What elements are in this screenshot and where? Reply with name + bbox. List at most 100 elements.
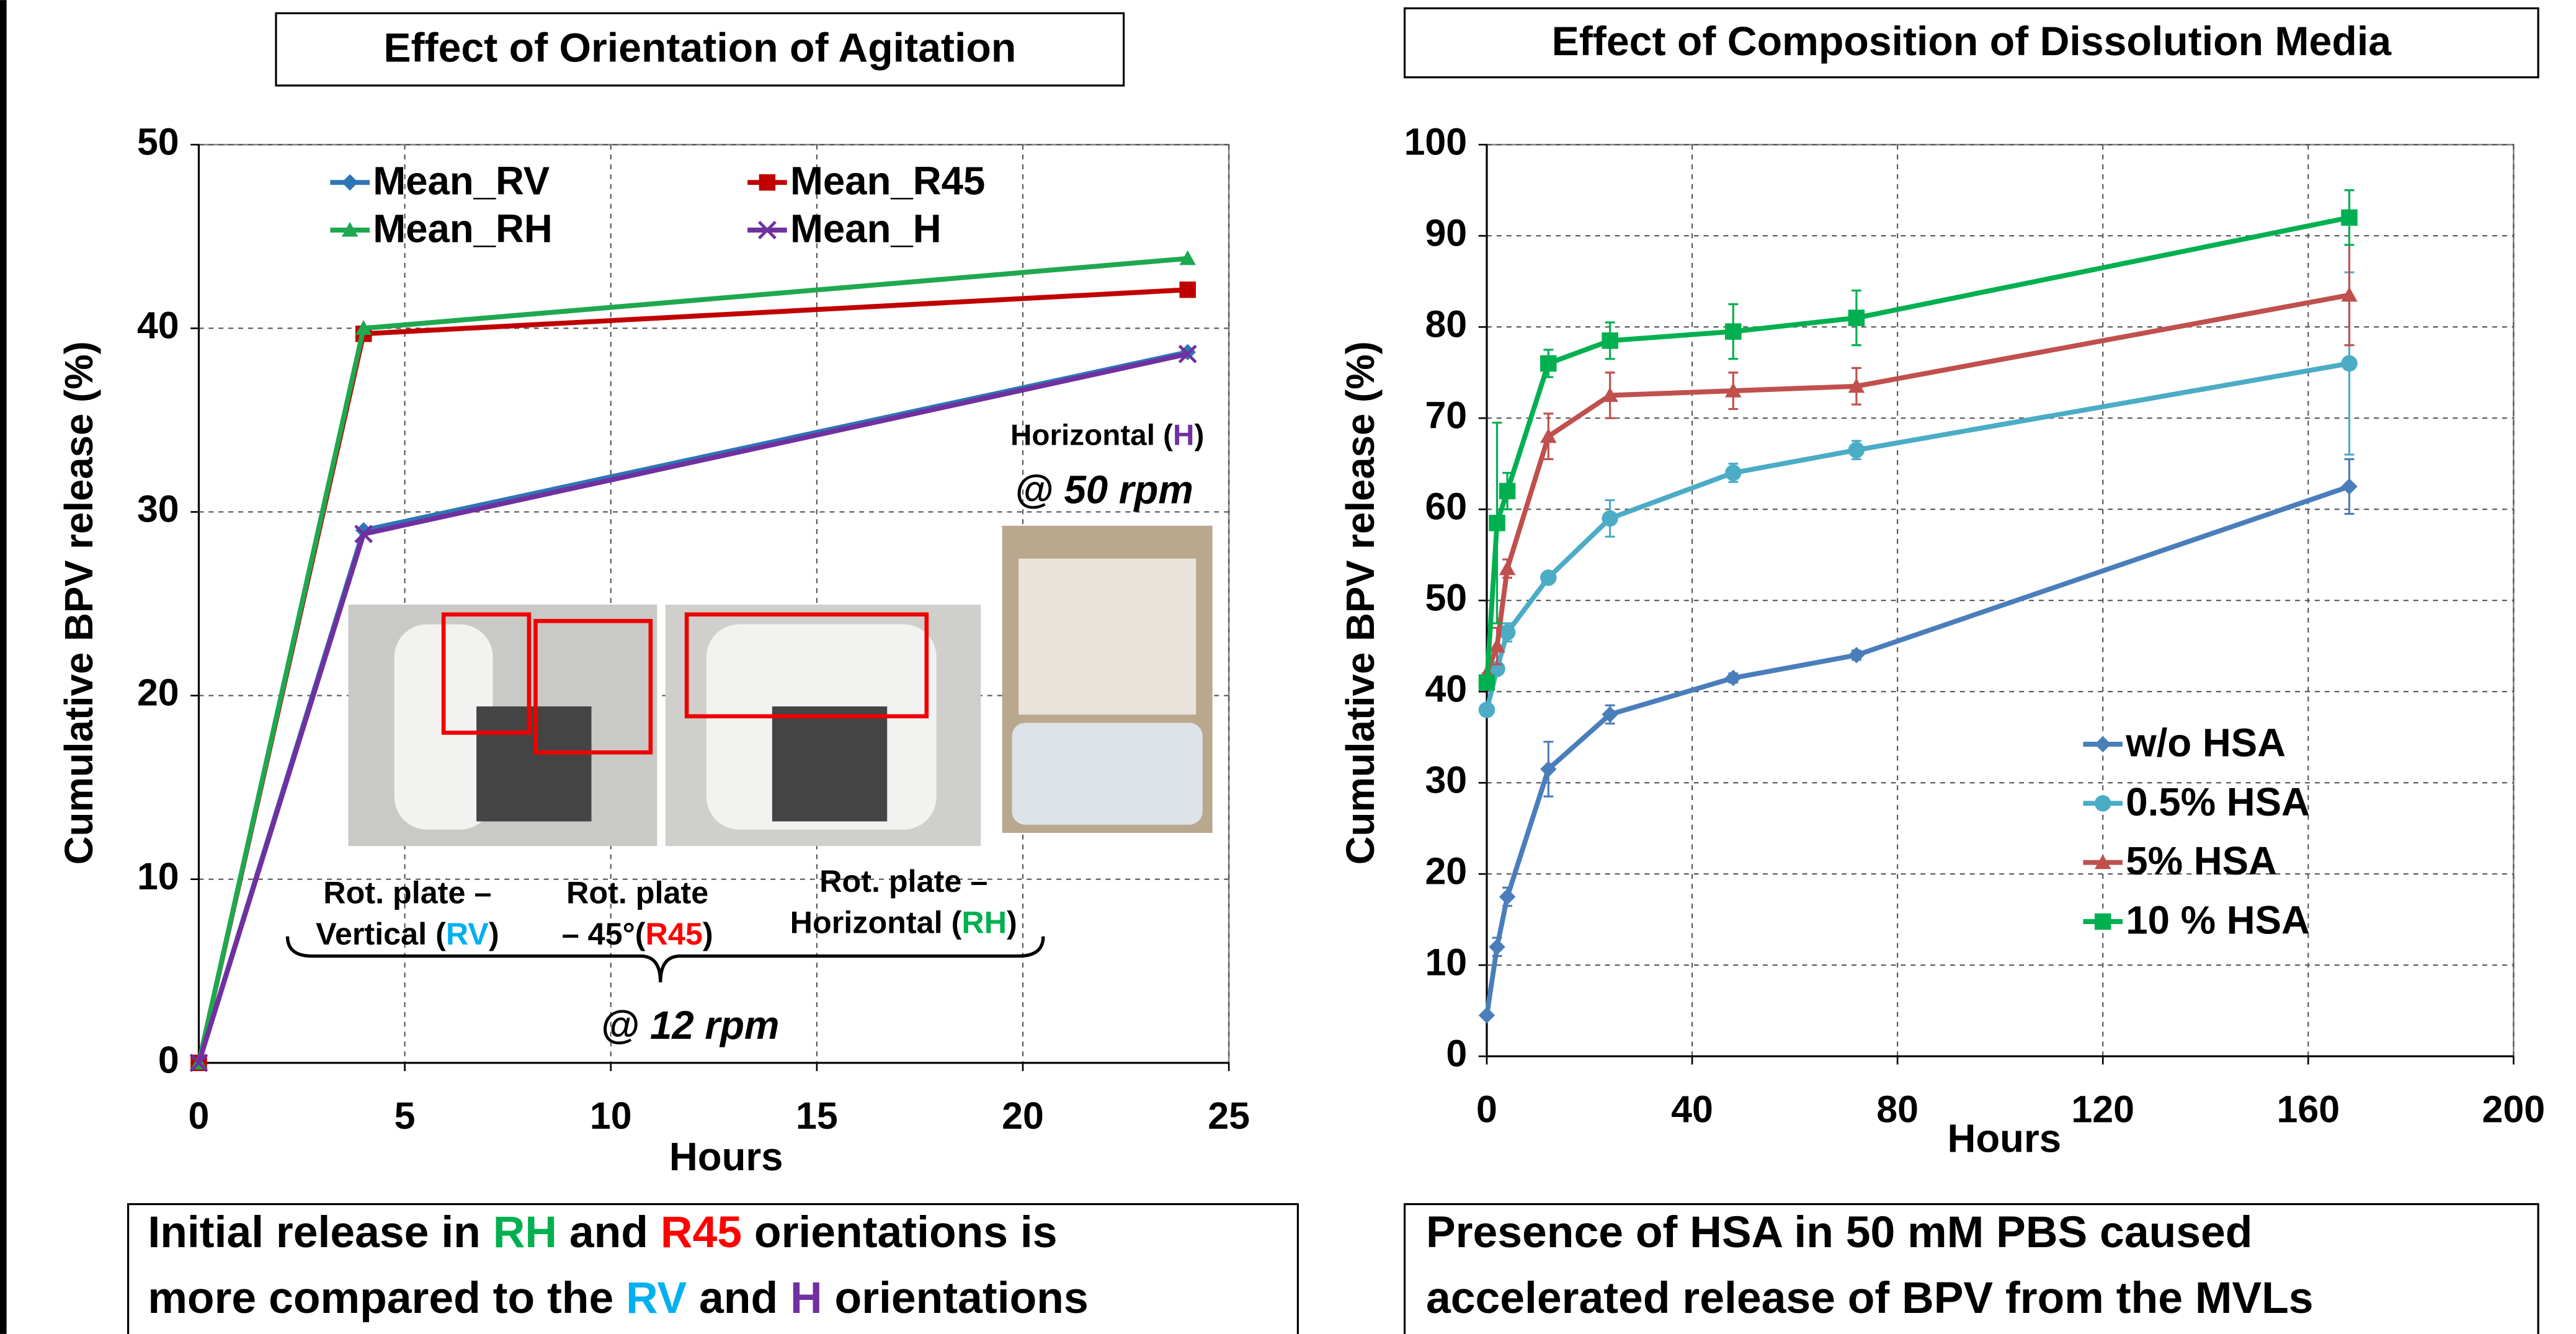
marker <box>2341 287 2358 302</box>
marker <box>1540 569 1557 586</box>
marker <box>1478 674 1495 691</box>
marker <box>1602 387 1618 402</box>
legend-marker <box>341 174 359 191</box>
annotation: accelerated release of BPV from the MVLs <box>1426 1273 2314 1323</box>
annotation-run: accelerated release of BPV from the MVLs <box>1426 1273 2314 1323</box>
annotation: @ 12 rpm <box>600 1003 779 1047</box>
legend-marker <box>341 221 359 237</box>
legend-label: w/o HSA <box>2125 721 2286 765</box>
x-tick-label: 25 <box>1208 1095 1250 1137</box>
x-tick-label: 15 <box>796 1095 838 1137</box>
annotation: Initial release in RH and R45 orientatio… <box>148 1207 1057 1257</box>
marker <box>1499 624 1516 641</box>
photo-highlight <box>533 619 653 755</box>
y-axis-label: Cumulative BPV release (%) <box>57 341 101 865</box>
legend-label: 5% HSA <box>2126 839 2277 883</box>
legend-marker <box>2094 913 2111 930</box>
marker <box>1179 281 1196 298</box>
brace <box>285 936 1045 983</box>
annotation-run: R45 <box>646 916 703 951</box>
legend-marker <box>759 174 776 191</box>
annotation-run: H <box>1173 419 1194 451</box>
marker <box>1499 482 1516 500</box>
annotation-run: ) <box>1194 419 1204 451</box>
marker <box>1848 309 1865 326</box>
marker <box>189 1053 208 1072</box>
note-box <box>1403 1203 2539 1334</box>
photo-highlight <box>441 612 532 735</box>
marker <box>1478 1007 1495 1024</box>
annotation-run: ) <box>489 916 499 951</box>
marker <box>1540 355 1557 372</box>
marker <box>2341 209 2358 226</box>
annotation: Rot. plate – <box>323 875 491 910</box>
legend-label: 0.5% HSA <box>2126 780 2310 824</box>
marker <box>1489 638 1505 653</box>
series-line <box>1484 484 2350 1016</box>
marker <box>1848 378 1865 393</box>
annotation-run: and <box>557 1207 661 1257</box>
photos <box>285 525 1213 983</box>
y-tick-label: 40 <box>1425 667 1467 709</box>
marker <box>1725 382 1742 398</box>
legend-label: Mean_R45 <box>790 159 985 203</box>
marker <box>1725 465 1742 481</box>
annotation: Horizontal (RH) <box>790 905 1017 940</box>
x-tick-label: 0 <box>1476 1088 1497 1130</box>
annotation-run: Rot. plate <box>566 875 708 910</box>
marker <box>1179 250 1196 265</box>
marker <box>1540 428 1557 443</box>
x-tick-label: 0 <box>189 1095 210 1137</box>
annotation-run: orientations <box>822 1273 1089 1323</box>
marker <box>1478 701 1495 718</box>
annotation-run: RH <box>961 905 1007 940</box>
photo-detail <box>772 706 888 822</box>
annotation-run: RH <box>493 1207 557 1257</box>
annotation: @ 50 rpm <box>1015 468 1193 512</box>
annotation-run: Vertical ( <box>316 916 446 951</box>
note-box <box>127 1203 1299 1334</box>
y-tick-label: 30 <box>137 488 179 530</box>
annotation-run: Horizontal ( <box>790 905 962 940</box>
x-tick-label: 40 <box>1671 1088 1713 1130</box>
marker <box>1848 442 1865 458</box>
y-tick-label: 20 <box>1425 850 1467 892</box>
annotation-run: orientations is <box>742 1207 1058 1257</box>
annotation-run: more compared to the <box>148 1273 626 1323</box>
annotation-run: and <box>687 1273 790 1323</box>
annotation: Presence of HSA in 50 mM PBS caused <box>1426 1207 2253 1257</box>
annotation-run: @ 12 rpm <box>600 1003 779 1047</box>
chart-title: Effect of Composition of Dissolution Med… <box>1552 19 2392 64</box>
legend-label: Mean_RH <box>373 207 553 251</box>
annotation-run: – 45°( <box>562 916 646 951</box>
y-tick-label: 10 <box>1425 941 1467 983</box>
y-tick-label: 40 <box>137 304 179 346</box>
y-tick-label: 90 <box>1425 211 1467 254</box>
marker <box>354 525 373 543</box>
x-tick-label: 120 <box>2071 1088 2134 1130</box>
annotation: Vertical (RV) <box>316 916 499 951</box>
marker <box>1848 647 1865 664</box>
y-tick-label: 80 <box>1425 303 1467 345</box>
annotation: – 45°(R45) <box>562 916 713 951</box>
y-tick-label: 30 <box>1425 758 1467 801</box>
y-tick-label: 10 <box>137 855 179 897</box>
marker <box>1178 344 1197 363</box>
x-tick-label: 80 <box>1876 1088 1919 1130</box>
marker <box>1602 510 1618 527</box>
annotation-run: RV <box>626 1273 687 1323</box>
legend-label: 10 % HSA <box>2126 898 2310 942</box>
annotation: Rot. plate <box>566 875 708 910</box>
y-tick-label: 0 <box>1446 1032 1467 1074</box>
legend-label: Mean_RV <box>373 159 550 203</box>
series-line <box>1484 292 2350 675</box>
annotation-run: ) <box>1007 905 1017 940</box>
legend-marker <box>757 221 777 239</box>
marker <box>1725 323 1742 340</box>
marker <box>2341 478 2358 495</box>
annotation-run: @ 50 rpm <box>1015 468 1193 512</box>
x-tick-label: 200 <box>2482 1088 2546 1130</box>
chart-title: Effect of Orientation of Agitation <box>383 25 1016 71</box>
y-tick-label: 60 <box>1425 485 1467 527</box>
